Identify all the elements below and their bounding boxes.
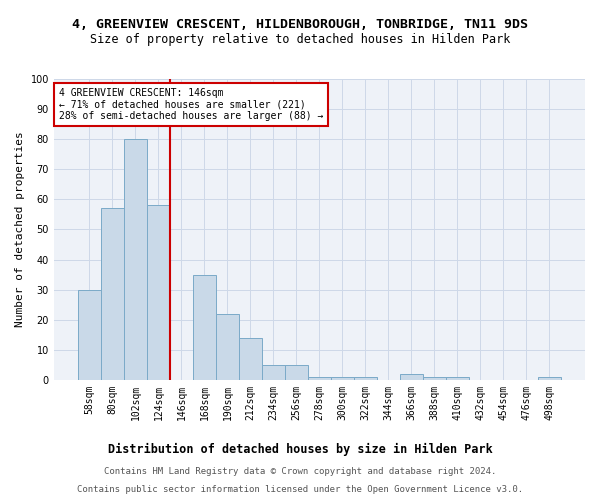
Text: 4 GREENVIEW CRESCENT: 146sqm
← 71% of detached houses are smaller (221)
28% of s: 4 GREENVIEW CRESCENT: 146sqm ← 71% of de…	[59, 88, 323, 121]
Bar	[331, 377, 354, 380]
Bar	[538, 377, 561, 380]
Bar	[400, 374, 423, 380]
Text: Distribution of detached houses by size in Hilden Park: Distribution of detached houses by size …	[107, 442, 493, 456]
Bar	[101, 208, 124, 380]
Bar	[354, 377, 377, 380]
Bar	[216, 314, 239, 380]
Text: 4, GREENVIEW CRESCENT, HILDENBOROUGH, TONBRIDGE, TN11 9DS: 4, GREENVIEW CRESCENT, HILDENBOROUGH, TO…	[72, 18, 528, 30]
Bar	[147, 206, 170, 380]
Bar	[78, 290, 101, 380]
Text: Size of property relative to detached houses in Hilden Park: Size of property relative to detached ho…	[90, 32, 510, 46]
Bar	[423, 377, 446, 380]
Bar	[446, 377, 469, 380]
Bar	[308, 377, 331, 380]
Bar	[285, 365, 308, 380]
Y-axis label: Number of detached properties: Number of detached properties	[15, 132, 25, 328]
Text: Contains public sector information licensed under the Open Government Licence v3: Contains public sector information licen…	[77, 485, 523, 494]
Bar	[239, 338, 262, 380]
Bar	[124, 139, 147, 380]
Bar	[193, 274, 216, 380]
Bar	[262, 365, 285, 380]
Text: Contains HM Land Registry data © Crown copyright and database right 2024.: Contains HM Land Registry data © Crown c…	[104, 467, 496, 476]
